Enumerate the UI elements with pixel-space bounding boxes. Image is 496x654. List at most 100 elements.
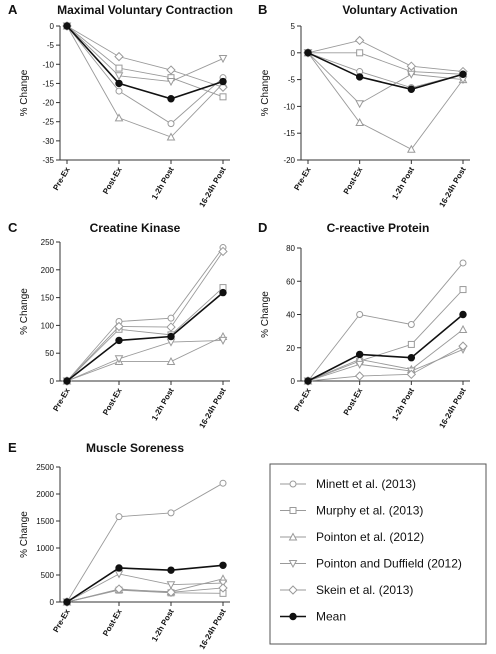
y-tick-label: 0 [50, 598, 55, 607]
series-line [307, 52, 464, 91]
data-point [218, 583, 228, 593]
legend-marker [289, 507, 297, 514]
series-line [66, 287, 224, 382]
data-point [218, 336, 228, 345]
series-line [307, 313, 464, 382]
data-point [115, 564, 123, 572]
series-study-0 [304, 49, 467, 92]
data-point [115, 513, 123, 521]
legend-marker [289, 612, 297, 621]
data-point [63, 598, 71, 606]
data-point [166, 581, 176, 590]
x-tick-label: Post-Ex [101, 386, 124, 417]
data-point [219, 93, 227, 101]
data-point [406, 70, 416, 79]
legend-marker [288, 560, 298, 569]
x-tick-label: Post-Ex [101, 607, 124, 638]
data-point [458, 324, 468, 333]
data-point [406, 369, 417, 380]
data-point [304, 49, 312, 57]
x-tick-label: 16-24h Post [197, 165, 227, 209]
y-tick-label: 150 [41, 294, 55, 303]
data-point [218, 82, 228, 92]
data-point [406, 144, 416, 153]
legend-label: Pointon et al. (2012) [316, 530, 424, 544]
series-study-0 [63, 244, 227, 385]
data-point [114, 355, 124, 364]
data-point [459, 286, 467, 294]
legend: Minett et al. (2013) Murphy et al. (2013)… [269, 463, 487, 645]
y-tick-label: -5 [288, 76, 296, 85]
y-tick-label: -30 [42, 137, 54, 146]
data-point [459, 70, 467, 78]
series-line [66, 25, 224, 88]
series-line [66, 482, 224, 603]
y-tick-label: 1000 [36, 544, 54, 553]
data-point [167, 332, 175, 341]
y-tick-label: 100 [41, 321, 55, 330]
series-study-4 [303, 341, 468, 386]
legend-label: Murphy et al. (2013) [316, 504, 423, 518]
data-point [407, 354, 416, 362]
series-study-4 [303, 35, 468, 77]
series-line [66, 25, 224, 82]
y-tick-label: 5 [291, 22, 296, 31]
series-line [66, 25, 224, 138]
legend-label: Skein et al. (2013) [316, 583, 413, 597]
data-point [219, 479, 227, 487]
data-point [166, 78, 176, 87]
x-tick-label: 1-2h Post [390, 165, 416, 201]
series-line [66, 25, 224, 100]
data-point [166, 322, 176, 332]
series-line [307, 345, 464, 382]
data-point [407, 85, 416, 93]
legend-marker [288, 532, 298, 541]
data-point [459, 259, 467, 267]
series-line [66, 247, 224, 382]
y-axis-label: % Change [19, 69, 30, 116]
data-point [166, 587, 176, 597]
y-tick-label: -10 [42, 60, 54, 69]
series-study-3 [303, 49, 468, 109]
y-tick-label: -20 [42, 99, 54, 108]
series-line [66, 251, 224, 382]
series-mean [63, 288, 227, 385]
series-line [307, 52, 464, 150]
data-point [304, 377, 312, 385]
y-axis-label: % Change [19, 511, 30, 558]
series-line [307, 262, 464, 382]
y-tick-label: 500 [41, 571, 55, 580]
data-point [218, 55, 228, 64]
data-point [219, 561, 227, 569]
x-tick-label: 16-24h Post [197, 607, 227, 651]
data-point [219, 288, 227, 297]
y-tick-label: -15 [42, 79, 54, 88]
data-point [115, 79, 123, 88]
y-tick-label: -25 [42, 118, 54, 127]
data-point [355, 117, 365, 126]
data-point [166, 132, 176, 141]
series-mean [63, 22, 227, 103]
series-mean [304, 49, 467, 93]
data-point [355, 350, 364, 359]
x-tick-label: Pre-Ex [51, 165, 72, 192]
y-tick-label: 0 [50, 22, 55, 31]
data-point [166, 65, 176, 75]
series-study-0 [63, 479, 227, 606]
y-tick-label: 0 [50, 377, 55, 386]
legend-label: Pointon and Duffield (2012) [316, 557, 462, 571]
x-tick-label: Pre-Ex [51, 386, 72, 413]
y-tick-label: -20 [283, 156, 295, 165]
panel-letter: C [8, 220, 18, 235]
x-tick-label: Pre-Ex [292, 386, 313, 413]
x-tick-label: 1-2h Post [390, 386, 416, 422]
series-study-2 [62, 21, 228, 141]
y-tick-label: 0 [291, 49, 296, 58]
data-point [115, 87, 123, 95]
series-study-4 [62, 21, 228, 92]
data-point [167, 509, 175, 517]
data-point [459, 310, 467, 319]
x-tick-label: Post-Ex [342, 165, 365, 196]
data-point [355, 360, 365, 369]
